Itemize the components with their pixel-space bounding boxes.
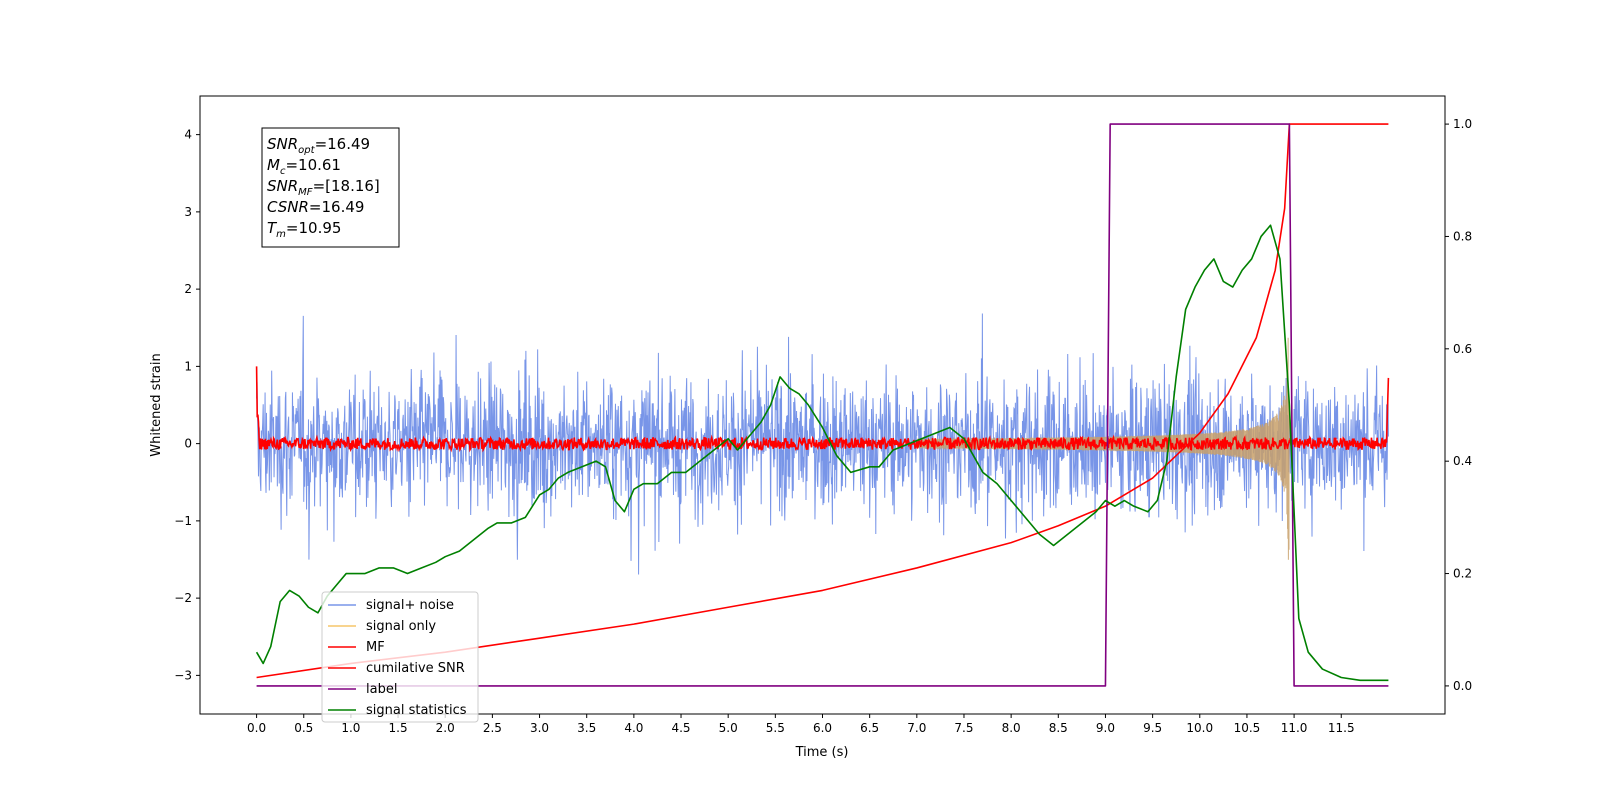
x-tick-label: 0.5: [294, 721, 313, 735]
x-tick-label: 8.5: [1049, 721, 1068, 735]
x-tick-label: 9.0: [1096, 721, 1115, 735]
series-layer: [255, 123, 1390, 687]
x-tick-label: 2.5: [483, 721, 502, 735]
y-axis-right: 0.0 0.2 0.4 0.6 0.8 1.0: [1445, 117, 1472, 693]
x-tick-label: 10.0: [1186, 721, 1213, 735]
x-tick-label: 10.5: [1234, 721, 1261, 735]
annotation-line: CSNR=16.49: [267, 198, 364, 216]
x-tick-label: 9.5: [1143, 721, 1162, 735]
x-tick-label: 6.0: [813, 721, 832, 735]
x-tick-label: 11.0: [1281, 721, 1308, 735]
legend-frame: [321, 591, 479, 723]
legend-label: cumilative SNR: [366, 661, 465, 676]
y-tick-label: 2: [184, 282, 192, 296]
y2-tick-label: 0.4: [1453, 454, 1472, 468]
y2-tick-label: 0.6: [1453, 342, 1472, 356]
annotation-box: SNRopt=16.49Mc=10.61SNRMF=[18.16]CSNR=16…: [261, 127, 400, 248]
y-axis-left: −3 −2 −1 0 1 2 3 4: [174, 128, 200, 682]
y-tick-label: 3: [184, 205, 192, 219]
x-tick-label: 1.0: [341, 721, 360, 735]
y2-tick-label: 1.0: [1453, 117, 1472, 131]
legend: signal+ noise signal only MF cumilative SNR…: [321, 591, 479, 723]
annotation-line: Tm=10.95: [267, 219, 341, 240]
annotation-line: SNRopt=16.49: [267, 135, 370, 156]
y-tick-label: 0: [184, 437, 192, 451]
x-tick-label: 7.0: [907, 721, 926, 735]
series-signal-only: [916, 337, 1290, 560]
x-tick-label: 8.0: [1002, 721, 1021, 735]
legend-label: MF: [366, 640, 385, 655]
y2-tick-label: 0.2: [1453, 567, 1472, 581]
x-tick-label: 11.5: [1328, 721, 1355, 735]
y-tick-label: 1: [184, 359, 192, 373]
annotation-line: Mc=10.61: [267, 156, 341, 177]
x-tick-label: 1.5: [389, 721, 408, 735]
annotation-line: SNRMF=[18.16]: [267, 177, 380, 198]
x-tick-label: 3.5: [577, 721, 596, 735]
series-signal-plus-noise: [256, 313, 1389, 575]
x-tick-label: 3.0: [530, 721, 549, 735]
y2-tick-label: 0.0: [1453, 679, 1472, 693]
y-tick-label: −2: [174, 591, 192, 605]
series-label: [256, 123, 1389, 687]
x-tick-label: 5.0: [719, 721, 738, 735]
legend-label: signal statistics: [366, 703, 467, 718]
x-tick-label: 2.0: [436, 721, 455, 735]
legend-label: signal+ noise: [366, 598, 454, 613]
y2-tick-label: 0.8: [1453, 229, 1472, 243]
y-tick-label: −3: [174, 668, 192, 682]
y-tick-label: −1: [174, 514, 192, 528]
y-tick-label: 4: [184, 128, 192, 142]
x-tick-label: 4.5: [671, 721, 690, 735]
y-axis-label: Whitened strain: [149, 353, 164, 456]
annotation-frame: [261, 127, 400, 248]
legend-label: signal only: [366, 619, 436, 634]
x-tick-label: 5.5: [766, 721, 785, 735]
series-mf: [255, 366, 1390, 453]
x-tick-label: 6.5: [860, 721, 879, 735]
legend-label: label: [366, 682, 397, 697]
x-tick-label: 0.0: [247, 721, 266, 735]
series-cumilative-snr: [256, 123, 1389, 679]
x-axis: 0.0 0.5 1.0 1.5 2.0 2.5 3.0 3.5 4.0 4.5 5.0 5.5 6.0 6…: [247, 714, 1355, 735]
x-tick-label: 4.0: [624, 721, 643, 735]
x-tick-label: 7.5: [954, 721, 973, 735]
x-axis-label: Time (s): [795, 745, 849, 760]
series-signal-statistics: [255, 224, 1389, 682]
